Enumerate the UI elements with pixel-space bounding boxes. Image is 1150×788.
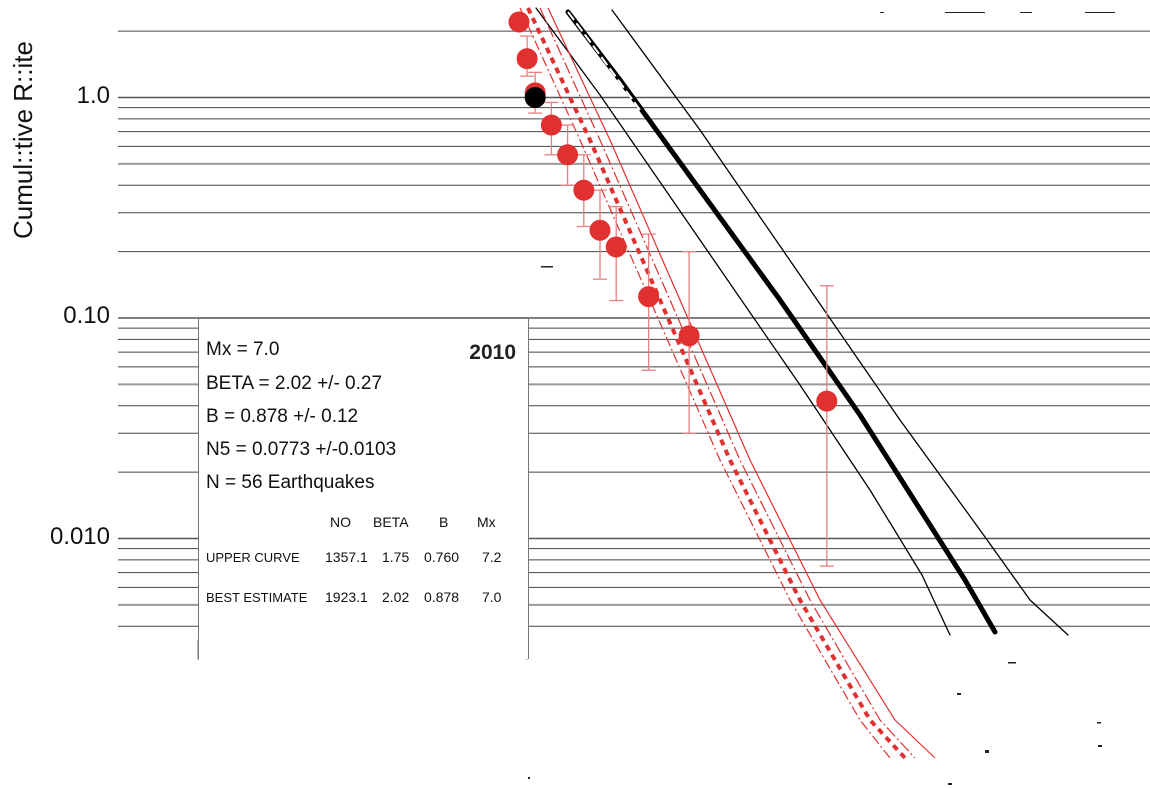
row-upper-label: UPPER CURVE bbox=[206, 550, 300, 565]
data-point bbox=[516, 48, 538, 70]
info-b: B = 0.878 +/- 0.12 bbox=[206, 406, 359, 427]
table-header-beta: BETA bbox=[373, 514, 409, 530]
data-point bbox=[638, 286, 660, 308]
info-n: N = 56 Earthquakes bbox=[206, 472, 375, 493]
speck bbox=[1098, 745, 1102, 747]
speck bbox=[541, 266, 553, 268]
model-curves bbox=[519, 7, 1069, 760]
data-point bbox=[557, 144, 579, 166]
data-point bbox=[540, 114, 562, 136]
row-best-label: BEST ESTIMATE bbox=[206, 590, 308, 605]
y-tick-label: 0.010 bbox=[49, 522, 110, 550]
speck bbox=[985, 750, 989, 753]
model-curve-red bbox=[526, 7, 907, 760]
model-curve bbox=[565, 9, 998, 635]
row-best-beta: 2.02 bbox=[382, 589, 410, 605]
error-bars bbox=[520, 35, 834, 567]
row-upper-no: 1357.1 bbox=[325, 549, 368, 565]
info-beta: BETA = 2.02 +/- 0.27 bbox=[206, 373, 383, 394]
model-curve-red bbox=[539, 7, 916, 759]
table-header-no: NO bbox=[330, 514, 351, 530]
speck bbox=[945, 12, 985, 13]
table-header-b: B bbox=[439, 514, 449, 530]
data-point bbox=[816, 390, 838, 412]
info-mx: Mx = 7.0 bbox=[206, 339, 280, 360]
speck bbox=[1085, 12, 1115, 13]
data-point bbox=[508, 11, 530, 33]
row-best-mx: 7.0 bbox=[482, 589, 502, 605]
speck bbox=[528, 777, 530, 779]
speck bbox=[1008, 662, 1016, 664]
model-curve-dash bbox=[567, 11, 641, 111]
speck bbox=[948, 783, 952, 785]
row-best-no: 1923.1 bbox=[325, 589, 368, 605]
y-tick-label: 1.0 bbox=[76, 81, 110, 109]
model-curve bbox=[611, 9, 1069, 636]
row-upper-b: 0.760 bbox=[424, 549, 460, 565]
table-header-mx: Mx bbox=[477, 514, 496, 530]
speck bbox=[957, 693, 961, 695]
info-n5: N5 = 0.0773 +/-0.0103 bbox=[206, 439, 397, 460]
speck bbox=[880, 12, 884, 13]
data-point bbox=[678, 325, 700, 347]
model-curve bbox=[535, 7, 951, 636]
model-curve-red bbox=[519, 7, 891, 759]
data-point bbox=[573, 179, 595, 201]
row-best-b: 0.878 bbox=[424, 589, 460, 605]
speck bbox=[1097, 722, 1101, 724]
data-point bbox=[605, 236, 627, 258]
data-points bbox=[508, 11, 838, 412]
info-box: Mx = 7.0 2010 BETA = 2.02 +/- 0.27 B = 0… bbox=[198, 318, 529, 659]
data-point-highlight bbox=[524, 87, 546, 108]
data-point bbox=[589, 219, 611, 241]
row-upper-mx: 7.2 bbox=[482, 549, 502, 565]
info-year: 2010 bbox=[469, 341, 516, 364]
model-curve-red bbox=[547, 7, 936, 759]
row-upper-beta: 1.75 bbox=[382, 549, 410, 565]
y-axis-label: Cumul::tive R::ite bbox=[8, 41, 38, 239]
y-tick-label: 0.10 bbox=[63, 302, 110, 329]
speck bbox=[1020, 12, 1032, 13]
